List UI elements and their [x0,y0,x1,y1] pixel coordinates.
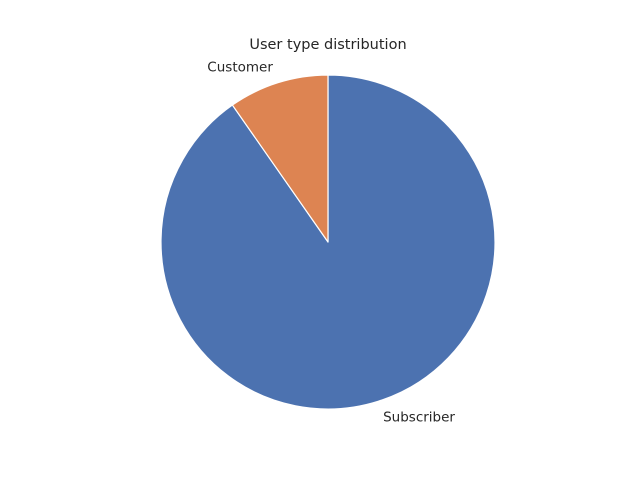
pie-slice-customer [231,74,329,243]
pie-label-customer: Customer [207,59,273,75]
pie-label-subscriber: Subscriber [383,410,455,426]
pie-labels: Subscriber Customer [207,59,455,425]
pie-slices [160,74,496,410]
chart-title: User type distribution [249,37,406,53]
